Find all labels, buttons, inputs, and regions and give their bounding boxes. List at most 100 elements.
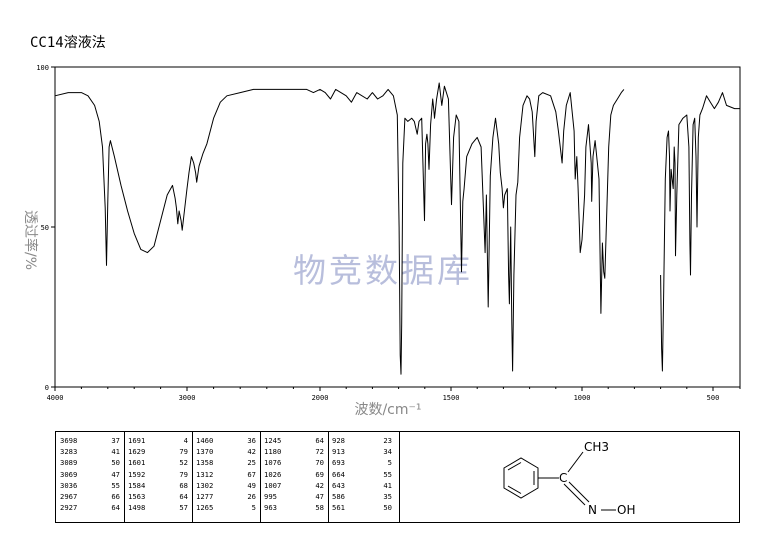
peak-transmittance: 64 [179, 492, 188, 502]
peak-transmittance: 79 [179, 447, 188, 457]
peak-row: 3089 50 [60, 457, 120, 468]
benzene-double-bond-3 [507, 485, 522, 494]
peak-wavenumber: 664 [332, 469, 345, 479]
peak-transmittance: 41 [111, 447, 120, 457]
peak-wavenumber: 1245 [264, 436, 282, 445]
peak-transmittance: 5 [251, 503, 256, 513]
spectrum-line-1 [54, 82, 625, 375]
y-tick-label: 100 [36, 64, 49, 72]
peak-row: 664 55 [332, 469, 392, 480]
peak-row: 1460 36 [196, 435, 256, 446]
peak-column: 1245 64 1180 72 1076 70 1026 69 1007 42 995 47 963 58 [264, 435, 324, 521]
peak-row: 3069 47 [60, 469, 120, 480]
peak-wavenumber: 1312 [196, 469, 214, 479]
peak-row: 1076 70 [264, 457, 324, 468]
x-tick-label: 500 [707, 394, 720, 402]
peak-row: 1007 42 [264, 480, 324, 491]
peak-wavenumber: 995 [264, 492, 277, 502]
peak-wavenumber: 3089 [60, 458, 78, 468]
peak-wavenumber: 1460 [196, 436, 214, 445]
peak-row: 2927 64 [60, 502, 120, 513]
peak-row: 1312 67 [196, 469, 256, 480]
peak-wavenumber: 2967 [60, 492, 78, 502]
peak-wavenumber: 963 [264, 503, 277, 513]
peak-row: 3698 37 [60, 435, 120, 446]
y-axis-title: 透过率/% [22, 210, 39, 270]
peak-row: 1601 52 [128, 457, 188, 468]
peak-wavenumber: 1584 [128, 480, 146, 490]
peak-row: 586 35 [332, 491, 392, 502]
peak-wavenumber: 928 [332, 436, 345, 445]
structure-diagram: CH3 C N OH [503, 440, 635, 517]
peak-row: 963 58 [264, 502, 324, 513]
peak-wavenumber: 1629 [128, 447, 146, 457]
carbon-to-methyl-bond [567, 451, 584, 473]
methyl-label: CH3 [584, 440, 609, 454]
peak-row: 928 23 [332, 435, 392, 446]
y-tick-label: 50 [41, 224, 49, 232]
peak-transmittance: 49 [247, 480, 256, 490]
peak-transmittance: 52 [179, 458, 188, 468]
peak-transmittance: 37 [111, 436, 120, 445]
peak-column: 928 23 913 34 693 5 664 55 643 41 586 35 561 50 [332, 435, 392, 521]
x-tick-label: 3000 [179, 394, 196, 402]
peak-wavenumber: 1358 [196, 458, 214, 468]
chart-title: CC14溶液法 [30, 35, 106, 51]
peak-row: 1498 57 [128, 502, 188, 513]
peak-wavenumber: 586 [332, 492, 345, 502]
peak-wavenumber: 913 [332, 447, 345, 457]
peak-transmittance: 66 [111, 492, 120, 502]
peak-transmittance: 26 [247, 492, 256, 502]
peak-wavenumber: 1302 [196, 480, 214, 490]
peak-row: 1691 4 [128, 435, 188, 446]
peak-transmittance: 68 [179, 480, 188, 490]
molecular-structure: CH3 C N OH [401, 432, 684, 522]
peak-row: 1277 26 [196, 491, 256, 502]
peak-wavenumber: 1370 [196, 447, 214, 457]
peak-wavenumber: 1601 [128, 458, 146, 468]
peak-wavenumber: 1007 [264, 480, 282, 490]
peak-row: 1302 49 [196, 480, 256, 491]
carbon-nitrogen-bond-b [568, 481, 590, 503]
peak-row: 1358 25 [196, 457, 256, 468]
peak-transmittance: 79 [179, 469, 188, 479]
peak-wavenumber: 561 [332, 503, 345, 513]
peak-transmittance: 50 [111, 458, 120, 468]
table-divider [399, 432, 400, 522]
y-tick-label: 0 [45, 384, 49, 392]
benzene-double-bond-1 [507, 462, 522, 471]
carbon-nitrogen-bond-a [563, 483, 586, 506]
peak-row: 1265 5 [196, 502, 256, 513]
peak-wavenumber: 693 [332, 458, 345, 468]
x-axis-title: 波数/cm⁻¹ [354, 402, 421, 418]
peak-transmittance: 47 [111, 469, 120, 479]
peak-transmittance: 69 [315, 469, 324, 479]
peak-transmittance: 70 [315, 458, 324, 468]
peak-transmittance: 42 [247, 447, 256, 457]
peak-wavenumber: 1265 [196, 503, 214, 513]
watermark-text: 物竞数据库 [293, 251, 473, 290]
spectrum-line-2 [660, 92, 740, 372]
peak-wavenumber: 3036 [60, 480, 78, 490]
peak-table: 3698 37 3283 41 3089 50 3069 47 3036 55 2967 66 2927… [55, 431, 740, 523]
peak-wavenumber: 1180 [264, 447, 282, 457]
peak-wavenumber: 1076 [264, 458, 282, 468]
peak-transmittance: 58 [315, 503, 324, 513]
peak-wavenumber: 3069 [60, 469, 78, 479]
peak-transmittance: 35 [383, 492, 392, 502]
peak-row: 561 50 [332, 502, 392, 513]
peak-transmittance: 50 [383, 503, 392, 513]
peak-wavenumber: 2927 [60, 503, 78, 513]
peak-transmittance: 42 [315, 480, 324, 490]
table-divider [260, 432, 261, 522]
peak-column: 3698 37 3283 41 3089 50 3069 47 3036 55 2967 66 2927… [60, 435, 120, 521]
x-tick-label: 1500 [443, 394, 460, 402]
hydroxyl-label: OH [617, 503, 635, 517]
peak-wavenumber: 1691 [128, 436, 146, 445]
peak-transmittance: 64 [111, 503, 120, 513]
peak-row: 3036 55 [60, 480, 120, 491]
peak-transmittance: 4 [183, 436, 188, 445]
peak-transmittance: 5 [387, 458, 392, 468]
peak-row: 693 5 [332, 457, 392, 468]
peak-transmittance: 64 [315, 436, 324, 445]
